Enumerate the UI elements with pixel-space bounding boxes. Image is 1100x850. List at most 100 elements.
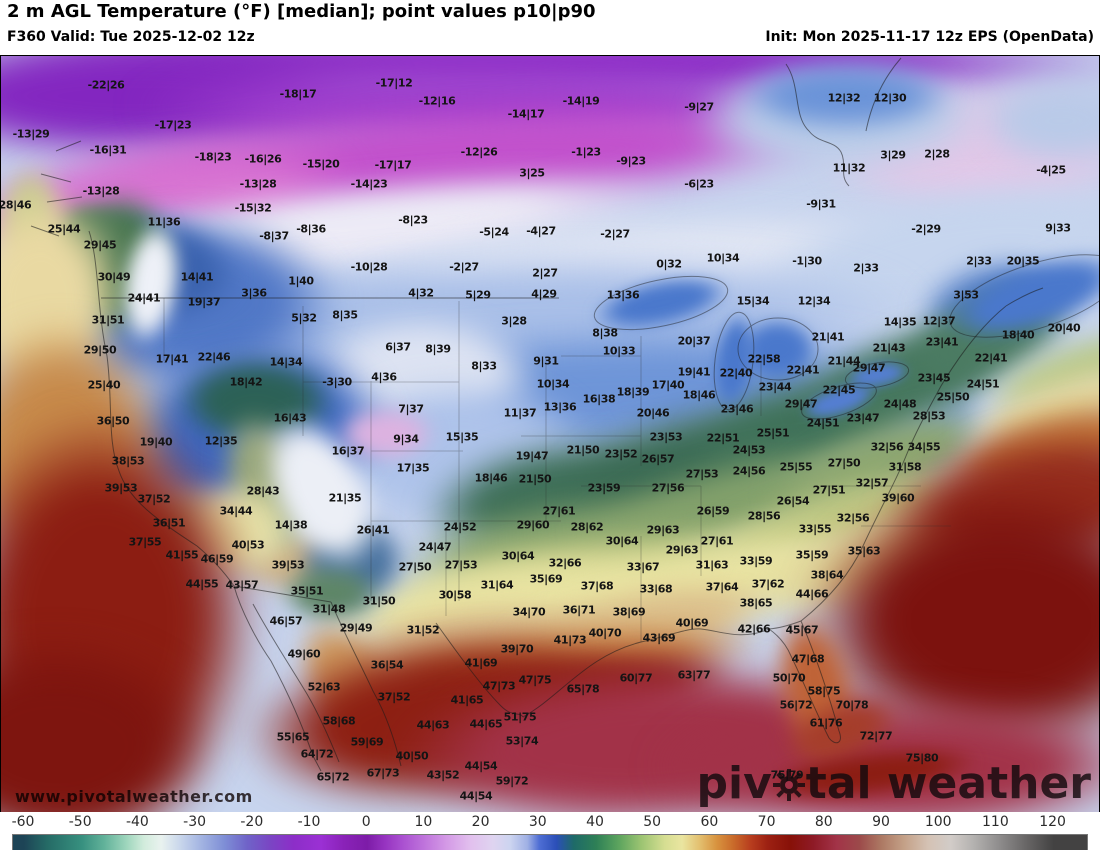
point-value: 49|60 xyxy=(287,647,321,661)
field-color-blob xyxy=(796,374,882,428)
point-values-layer: -22|26 -18|17 -13|29 -17|23 -16|31 -18|23 -16|… xyxy=(1,56,1099,812)
field-color-blob xyxy=(187,305,935,487)
valid-time-label: F360 Valid: Tue 2025-12-02 12z xyxy=(7,29,255,45)
point-value: 10|34 xyxy=(706,251,740,265)
field-color-blob xyxy=(1,56,1099,103)
point-value: 22|41 xyxy=(786,363,820,377)
field-color-blob xyxy=(42,466,240,616)
point-value: -17|17 xyxy=(374,158,412,172)
point-value: 34|70 xyxy=(512,605,546,619)
point-value: 20|37 xyxy=(677,334,711,348)
point-value: 47|73 xyxy=(482,679,516,693)
point-value: 5|32 xyxy=(291,311,317,325)
field-color-blob xyxy=(99,322,403,540)
point-value: 24|47 xyxy=(418,540,452,554)
point-value: 23|52 xyxy=(604,447,638,461)
point-value: 11|32 xyxy=(832,161,866,175)
field-color-blob xyxy=(306,529,736,683)
point-value: 35|51 xyxy=(290,584,324,598)
point-value: -16|26 xyxy=(244,152,282,166)
point-value: -4|27 xyxy=(526,224,556,238)
point-value: 27|51 xyxy=(812,483,846,497)
point-value: -13|28 xyxy=(239,177,277,191)
point-value: 21|44 xyxy=(827,354,861,368)
point-value: 8|39 xyxy=(425,342,451,356)
point-value: 22|41 xyxy=(974,351,1008,365)
point-value: 20|46 xyxy=(636,406,670,420)
point-value: 9|33 xyxy=(1045,221,1071,235)
point-value: 18|42 xyxy=(229,375,263,389)
point-value: 24|51 xyxy=(806,416,840,430)
point-value: 42|66 xyxy=(737,622,771,636)
point-value: -1|30 xyxy=(792,254,822,268)
point-value: -8|36 xyxy=(296,222,326,236)
point-value: 56|72 xyxy=(779,698,813,712)
colorbar-tick: -10 xyxy=(297,814,321,830)
point-value: 70|78 xyxy=(835,698,869,712)
point-value: 28|53 xyxy=(912,409,946,423)
point-value: 27|56 xyxy=(651,481,685,495)
point-value: 8|35 xyxy=(332,308,358,322)
init-time-label: Init: Mon 2025-11-17 12z EPS (OpenData) xyxy=(765,29,1094,45)
field-color-blob xyxy=(1,164,66,274)
point-value: 9|31 xyxy=(533,354,559,368)
field-color-blob xyxy=(971,308,1099,434)
field-color-blob xyxy=(236,526,366,596)
point-value: 29|47 xyxy=(784,397,818,411)
point-value: 38|69 xyxy=(612,605,646,619)
point-value: -10|28 xyxy=(350,260,388,274)
point-value: 17|40 xyxy=(651,378,685,392)
field-color-blob xyxy=(724,466,1038,646)
point-value: 2|27 xyxy=(532,266,558,280)
field-color-blob xyxy=(46,178,186,348)
point-value: 11|36 xyxy=(147,215,181,229)
point-value: 22|46 xyxy=(197,350,231,364)
point-value: -15|32 xyxy=(234,201,272,215)
point-value: 37|62 xyxy=(751,577,785,591)
point-value: 51|75 xyxy=(503,710,537,724)
point-value: 26|57 xyxy=(641,452,675,466)
point-value: 36|54 xyxy=(370,658,404,672)
field-color-blob xyxy=(348,606,774,720)
point-value: 44|66 xyxy=(795,587,829,601)
field-color-blob xyxy=(301,311,541,441)
point-value: 14|35 xyxy=(883,315,917,329)
point-value: 41|73 xyxy=(553,633,587,647)
point-value: 24|56 xyxy=(732,464,766,478)
point-value: 55|65 xyxy=(276,730,310,744)
colorbar-tick: 70 xyxy=(757,814,776,830)
field-color-blob xyxy=(1,56,401,161)
point-value: 28|46 xyxy=(0,198,32,212)
colorbar-ticks: -60 -50 -40 -30 -20 -10 0 10 20 30 40 50 60 70 80 90 100… xyxy=(0,814,1100,832)
point-value: 28|43 xyxy=(246,484,280,498)
point-value: -9|27 xyxy=(684,100,714,114)
point-value: 19|47 xyxy=(515,449,549,463)
point-value: 29|47 xyxy=(852,361,886,375)
point-value: 33|67 xyxy=(626,560,660,574)
point-value: 4|36 xyxy=(371,370,397,384)
point-value: 17|41 xyxy=(155,352,189,366)
point-value: 36|71 xyxy=(562,603,596,617)
point-value: 27|61 xyxy=(542,504,576,518)
point-value: 11|37 xyxy=(503,406,537,420)
colorbar-gradient xyxy=(12,834,1088,850)
field-color-blob xyxy=(708,308,760,414)
point-value: 35|63 xyxy=(847,544,881,558)
point-value: 18|39 xyxy=(616,385,650,399)
point-value: 31|52 xyxy=(406,623,440,637)
point-value: 3|25 xyxy=(519,166,545,180)
point-value: 12|37 xyxy=(922,314,956,328)
point-value: 8|33 xyxy=(471,359,497,373)
point-value: 8|38 xyxy=(592,326,618,340)
colorbar-tick: 100 xyxy=(924,814,952,830)
point-value: -1|23 xyxy=(571,145,601,159)
point-value: 46|57 xyxy=(269,614,303,628)
field-color-blob xyxy=(372,507,800,645)
field-color-blob xyxy=(41,199,131,279)
point-value: 23|44 xyxy=(758,380,792,394)
point-value: 20|40 xyxy=(1047,321,1081,335)
point-value: 32|66 xyxy=(548,556,582,570)
field-color-blob xyxy=(754,384,1008,542)
point-value: 44|54 xyxy=(459,789,493,803)
point-value: 30|64 xyxy=(501,549,535,563)
